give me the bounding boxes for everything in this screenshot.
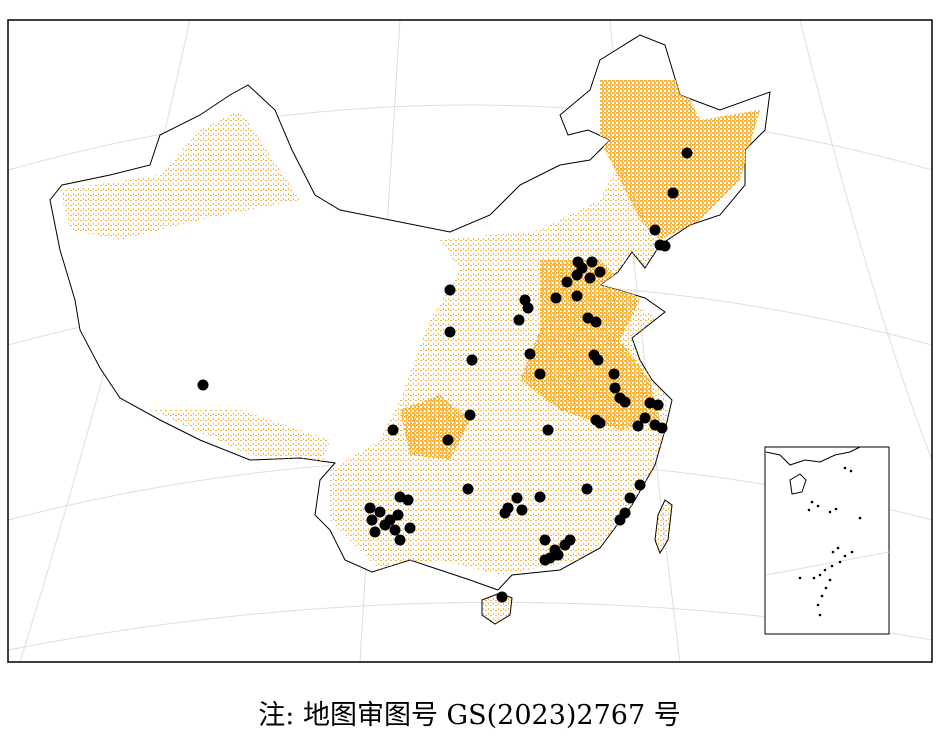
site-marker xyxy=(499,507,511,519)
island-marker xyxy=(834,507,838,511)
site-marker xyxy=(392,509,404,521)
site-marker xyxy=(496,591,508,603)
site-marker xyxy=(542,424,554,436)
china-map xyxy=(7,19,933,663)
site-marker xyxy=(513,314,525,326)
map-approval-caption: 注: 地图审图号 GS(2023)2767 号 xyxy=(258,700,681,731)
site-marker xyxy=(594,266,606,278)
site-marker xyxy=(389,524,401,536)
site-marker xyxy=(656,422,668,434)
cropland-area xyxy=(600,80,760,240)
site-marker xyxy=(552,549,564,561)
site-marker xyxy=(539,534,551,546)
site-marker xyxy=(366,514,378,526)
site-marker xyxy=(442,434,454,446)
island-marker xyxy=(838,560,842,564)
island-marker xyxy=(818,613,822,617)
site-marker xyxy=(516,504,528,516)
island-marker xyxy=(828,578,832,582)
graticule-line xyxy=(799,19,933,461)
site-marker xyxy=(462,483,474,495)
graticule-line xyxy=(7,104,933,171)
site-marker xyxy=(594,417,606,429)
site-marker xyxy=(571,290,583,302)
site-markers xyxy=(197,147,693,603)
site-marker xyxy=(624,492,636,504)
site-marker xyxy=(592,354,604,366)
cropland-area xyxy=(60,110,300,240)
cropland-area xyxy=(150,410,330,470)
site-marker xyxy=(639,412,651,424)
site-marker xyxy=(614,514,626,526)
site-marker xyxy=(534,491,546,503)
island-marker xyxy=(831,550,835,554)
island-marker xyxy=(820,594,824,598)
site-marker xyxy=(632,420,644,432)
island-marker xyxy=(843,554,847,558)
site-marker xyxy=(561,276,573,288)
site-marker xyxy=(659,240,671,252)
site-marker xyxy=(466,354,478,366)
site-marker xyxy=(534,368,546,380)
island-marker xyxy=(810,500,814,504)
island-marker xyxy=(843,466,847,470)
site-marker xyxy=(581,483,593,495)
site-marker xyxy=(564,534,576,546)
site-marker xyxy=(584,272,596,284)
site-marker xyxy=(364,502,376,514)
site-marker xyxy=(511,492,523,504)
site-marker xyxy=(379,519,391,531)
inset-south-china-sea xyxy=(764,446,890,635)
site-marker xyxy=(374,506,386,518)
site-marker xyxy=(387,424,399,436)
site-marker xyxy=(369,526,381,538)
site-marker xyxy=(667,187,679,199)
map-frame xyxy=(7,19,933,663)
site-marker xyxy=(652,399,664,411)
site-marker xyxy=(649,224,661,236)
island-marker xyxy=(824,586,828,590)
site-marker xyxy=(464,409,476,421)
site-marker xyxy=(522,302,534,314)
island-marker xyxy=(823,568,827,572)
island-marker xyxy=(858,516,862,520)
island-marker xyxy=(816,504,820,508)
site-marker xyxy=(394,534,406,546)
site-marker xyxy=(197,379,209,391)
site-marker xyxy=(590,316,602,328)
site-marker xyxy=(608,368,620,380)
site-marker xyxy=(444,326,456,338)
site-marker xyxy=(634,479,646,491)
site-marker xyxy=(524,348,536,360)
island-marker xyxy=(850,550,854,554)
site-marker xyxy=(402,494,414,506)
site-marker xyxy=(539,554,551,566)
site-marker xyxy=(609,382,621,394)
island-marker xyxy=(812,576,816,580)
island-marker xyxy=(836,546,840,550)
site-marker xyxy=(571,269,583,281)
site-marker xyxy=(550,292,562,304)
site-marker xyxy=(619,396,631,408)
island-marker xyxy=(818,573,822,577)
site-marker xyxy=(404,522,416,534)
island-marker xyxy=(830,564,834,568)
island-marker xyxy=(807,508,811,512)
island-marker xyxy=(798,576,802,580)
site-marker xyxy=(444,284,456,296)
site-marker xyxy=(681,147,693,159)
site-marker xyxy=(586,256,598,268)
island-marker xyxy=(816,603,820,607)
island-marker xyxy=(828,510,832,514)
island-marker xyxy=(849,469,853,473)
